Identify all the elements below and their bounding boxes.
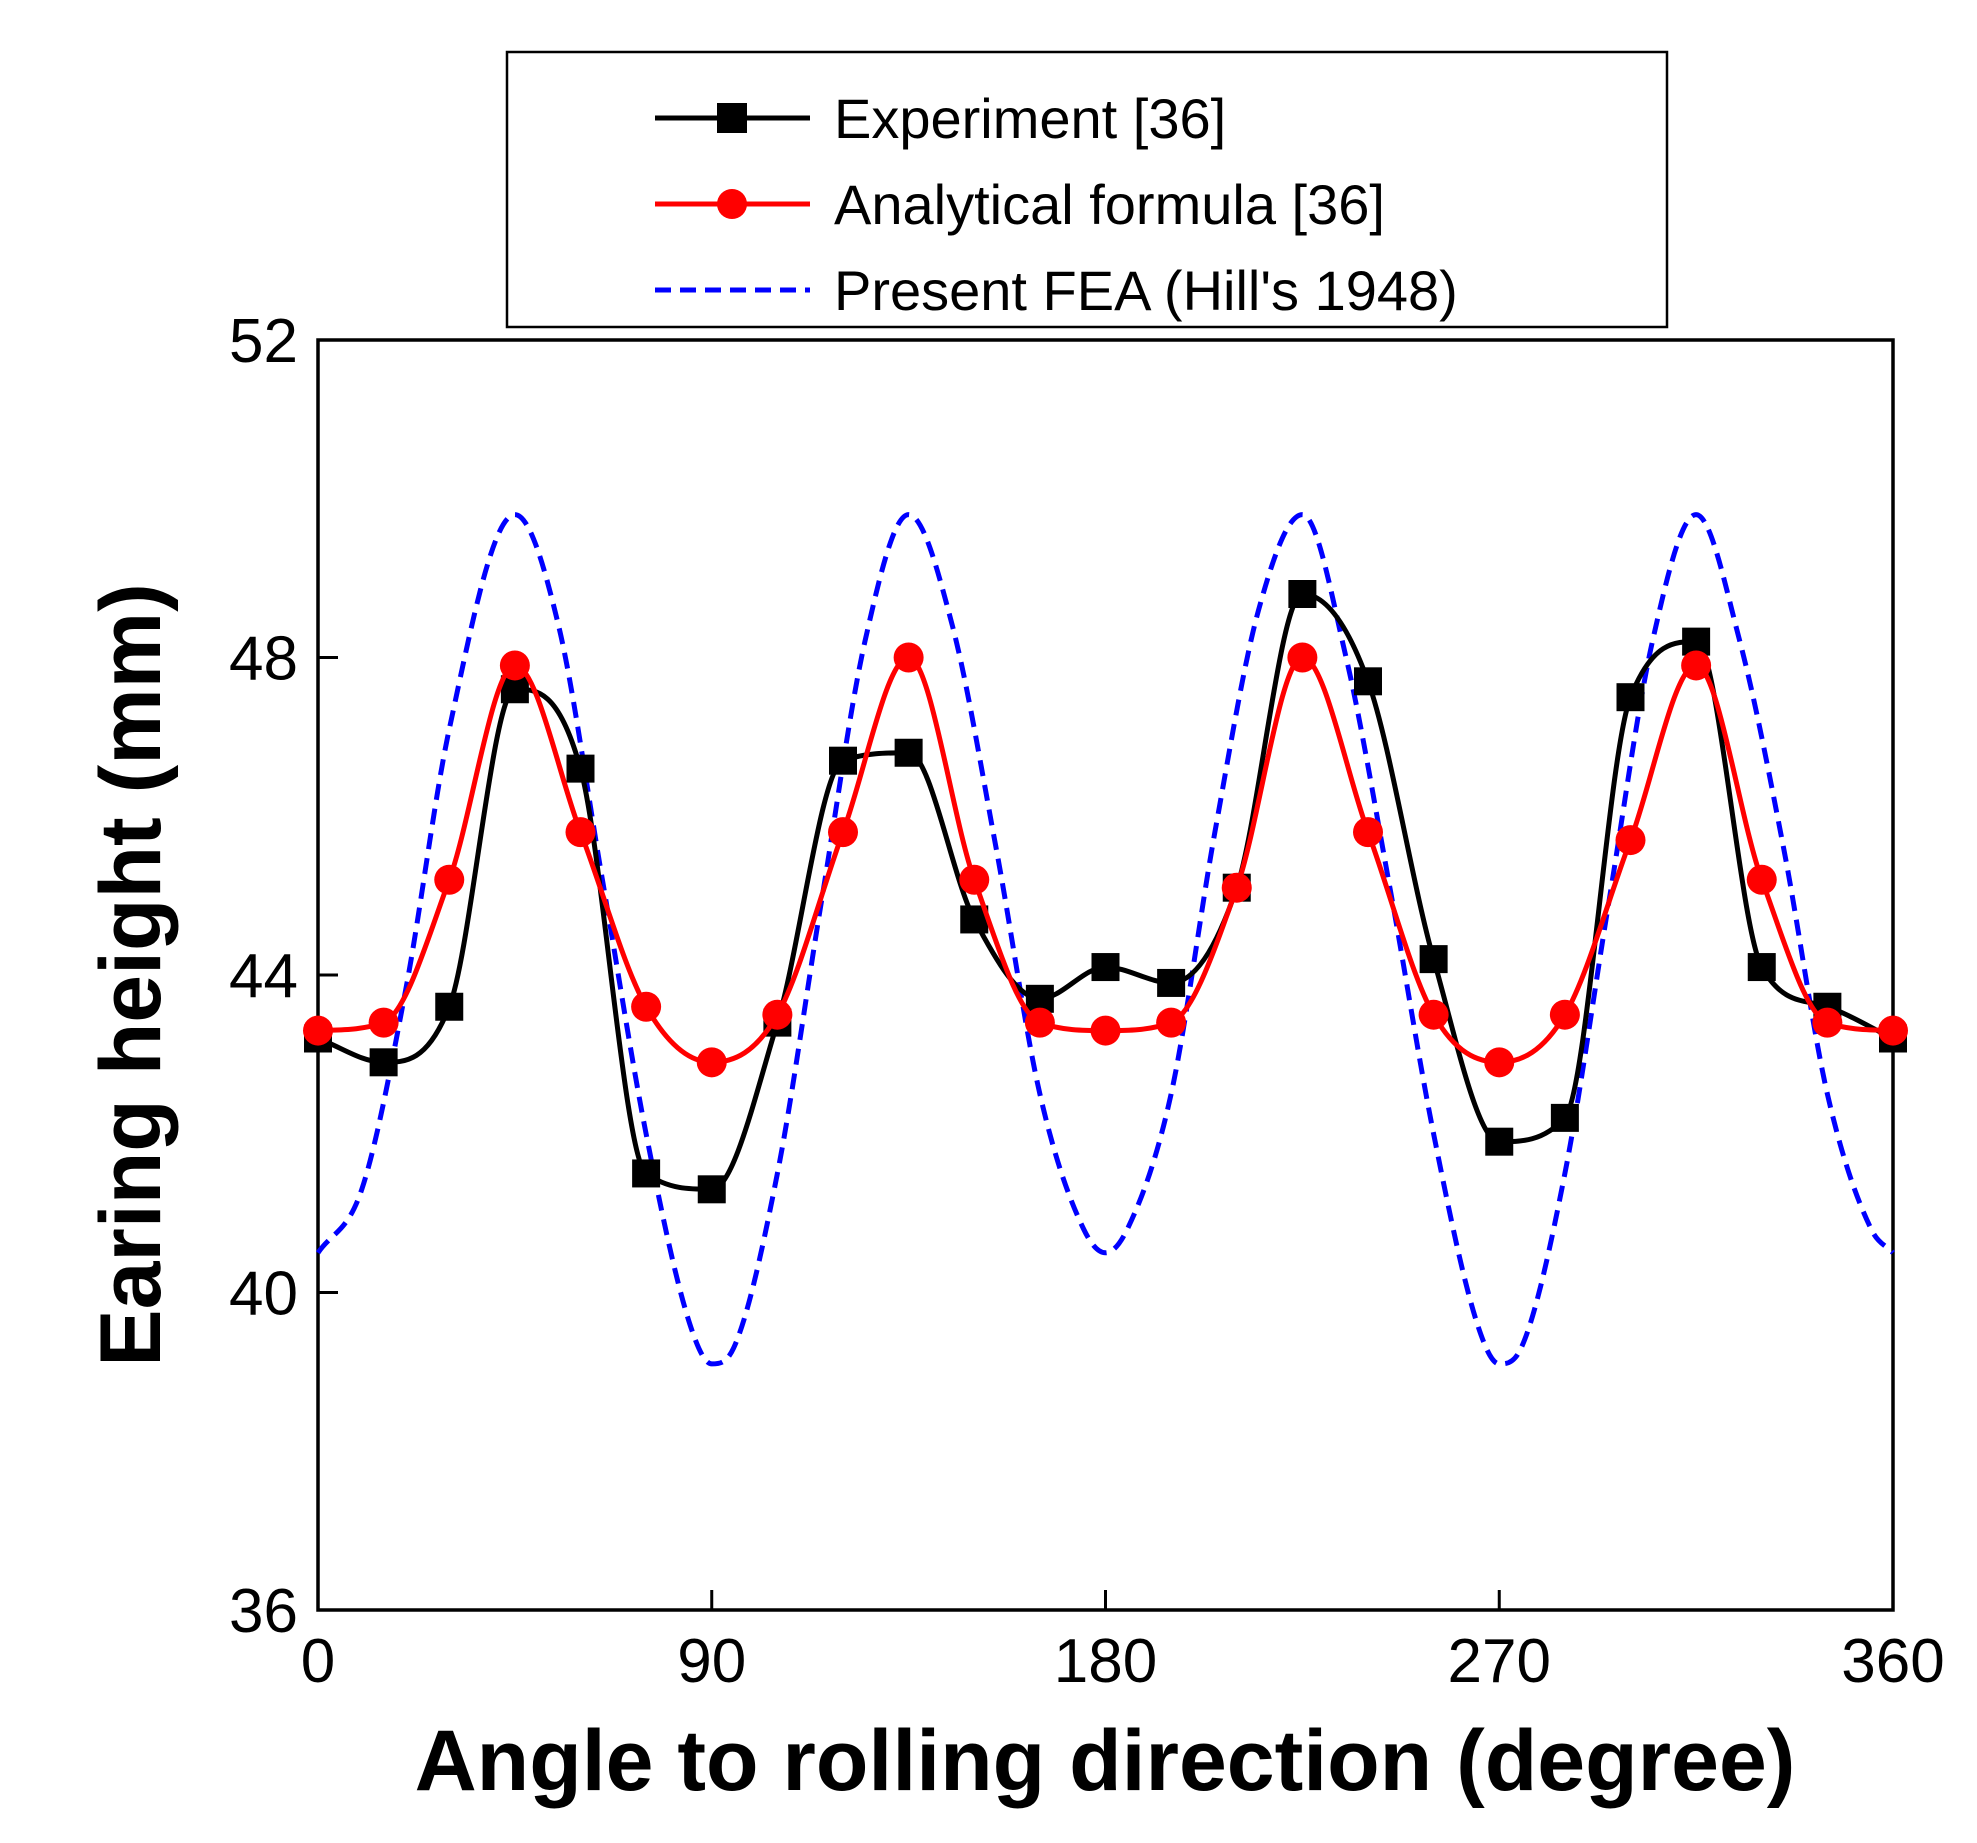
- point-1-11: [1024, 1007, 1055, 1038]
- point-0-20: [1616, 683, 1645, 712]
- point-0-6: [697, 1175, 726, 1204]
- point-1-14: [1221, 872, 1252, 903]
- point-1-2: [434, 864, 465, 895]
- point-0-16: [1354, 667, 1382, 696]
- point-0-12: [1091, 953, 1120, 982]
- point-0-5: [632, 1159, 661, 1188]
- y-tick-label-44: 44: [229, 942, 298, 1011]
- series-line-2: [315, 512, 1895, 1367]
- point-1-12: [1090, 1015, 1121, 1046]
- y-tick-label-40: 40: [229, 1260, 298, 1329]
- y-tick-label-36: 36: [229, 1577, 298, 1646]
- x-tick-label-360: 360: [1841, 1627, 1944, 1696]
- series-1: [303, 642, 1908, 1078]
- point-0-4: [566, 754, 595, 783]
- point-1-1: [368, 1007, 399, 1038]
- legend-box: [505, 50, 1669, 329]
- point-1-19: [1549, 999, 1580, 1030]
- point-1-5: [631, 991, 662, 1022]
- point-0-17: [1419, 945, 1448, 974]
- legend-label-analytical: Analytical formula [36]: [834, 173, 1385, 236]
- x-tick-label-180: 180: [1054, 1627, 1157, 1696]
- point-1-21: [1681, 650, 1712, 681]
- x-tick-label-90: 90: [677, 1627, 746, 1696]
- point-0-15: [1288, 580, 1317, 608]
- point-1-17: [1418, 999, 1449, 1030]
- point-1-4: [565, 817, 596, 848]
- point-0-13: [1157, 968, 1186, 997]
- point-1-18: [1484, 1047, 1515, 1078]
- legend-label-fea: Present FEA (Hill's 1948): [834, 259, 1458, 322]
- axis-tick-labels: 0 90 180 270 360 36 40 44 48 52: [229, 307, 1945, 1696]
- point-0-9: [894, 738, 923, 767]
- x-axis-title: Angle to rolling direction (degree): [415, 1713, 1796, 1809]
- series-2: [315, 512, 1895, 1367]
- x-tick-label-0: 0: [301, 1627, 335, 1696]
- point-1-20: [1615, 825, 1646, 856]
- y-axis-title: Earing height (mm): [83, 583, 179, 1367]
- legend-entry-fea: Present FEA (Hill's 1948): [655, 259, 1458, 322]
- point-1-8: [828, 817, 858, 848]
- point-1-9: [893, 642, 924, 673]
- legend-marker-analytical: [717, 189, 747, 219]
- point-1-23: [1812, 1007, 1843, 1038]
- point-0-19: [1550, 1103, 1579, 1132]
- legend-entry-analytical: Analytical formula [36]: [655, 173, 1385, 236]
- legend: Experiment [36] Analytical formula [36] …: [505, 50, 1669, 329]
- point-1-7: [762, 999, 793, 1030]
- axis-ticks: [316, 338, 1895, 1612]
- point-1-6: [696, 1047, 727, 1078]
- point-1-16: [1353, 817, 1383, 848]
- point-1-3: [499, 650, 530, 681]
- x-tick-label-270: 270: [1448, 1627, 1551, 1696]
- point-1-15: [1287, 642, 1318, 673]
- y-tick-label-52: 52: [229, 307, 298, 376]
- series-layer: [303, 512, 1908, 1367]
- point-1-24: [1878, 1015, 1908, 1046]
- point-0-18: [1485, 1127, 1514, 1156]
- point-1-13: [1156, 1007, 1187, 1038]
- legend-entry-experiment: Experiment [36]: [655, 87, 1226, 150]
- point-0-2: [435, 992, 464, 1021]
- point-1-10: [959, 864, 990, 895]
- point-1-22: [1746, 864, 1777, 895]
- legend-marker-experiment: [717, 103, 747, 133]
- y-tick-label-48: 48: [229, 625, 298, 694]
- point-0-8: [829, 746, 857, 775]
- legend-label-experiment: Experiment [36]: [834, 87, 1226, 150]
- point-0-22: [1747, 953, 1776, 982]
- point-0-1: [369, 1048, 398, 1077]
- point-1-0: [303, 1015, 333, 1046]
